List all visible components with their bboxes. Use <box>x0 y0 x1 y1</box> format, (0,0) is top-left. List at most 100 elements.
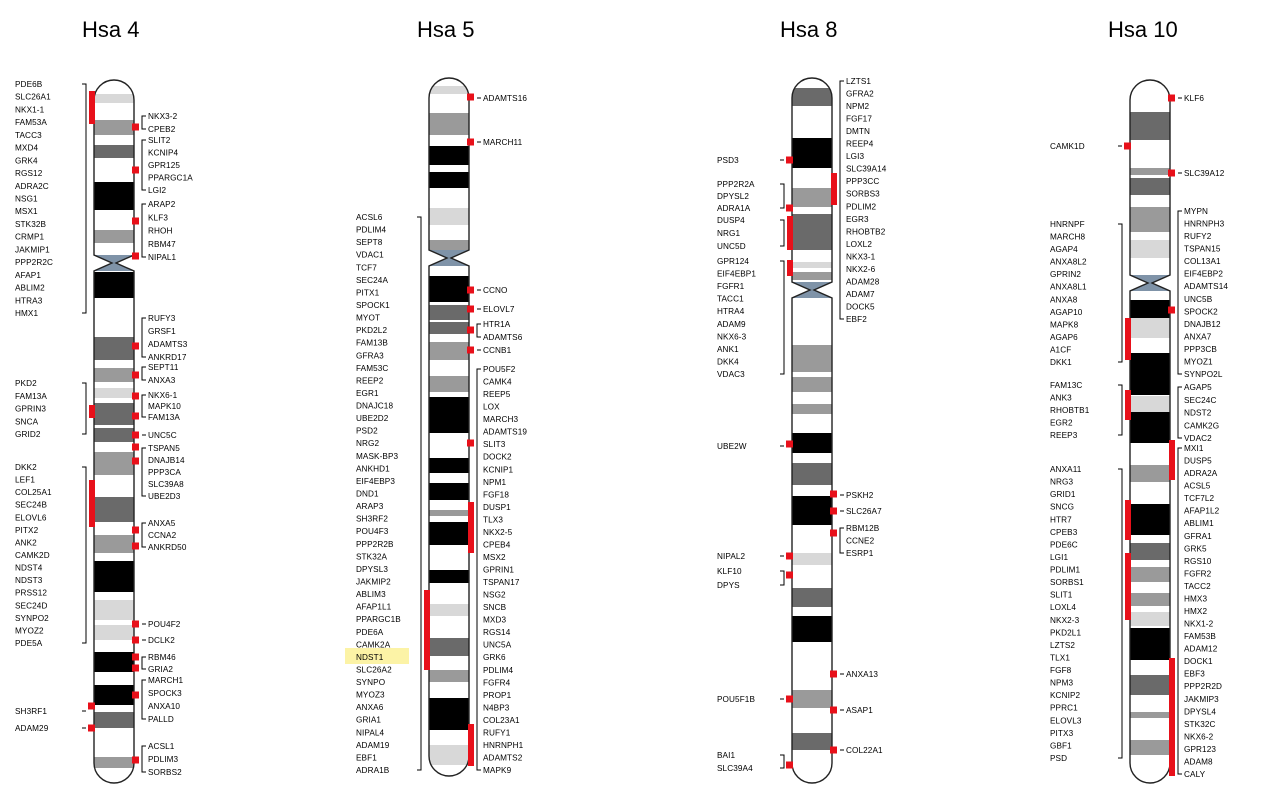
gene-label: ADAMTS6 <box>483 333 523 342</box>
band <box>1130 178 1170 195</box>
gene-label: RGS10 <box>1184 557 1212 566</box>
gene-label: CAMK4 <box>483 378 512 387</box>
band <box>1130 396 1170 412</box>
band <box>429 698 469 730</box>
band <box>1130 612 1170 626</box>
gene-label: UBE2W <box>717 442 747 451</box>
gene-label: ANK1 <box>717 345 739 354</box>
synteny-marker <box>467 305 474 313</box>
gene-label: EBF1 <box>356 753 377 762</box>
band <box>94 368 134 382</box>
band <box>1130 628 1170 660</box>
gene-bracket <box>141 366 146 381</box>
synteny-marker <box>786 204 793 212</box>
synteny-marker <box>786 571 793 579</box>
chromosome-outline <box>791 77 833 784</box>
chromosome-hsa5: ACSL6 PDLIM4 SEPT8 VDAC1 TCF7 SEC24A PITX1 SPOC… <box>356 77 527 777</box>
gene-label: AGAP5 <box>1184 383 1212 392</box>
gene-bracket <box>1177 210 1182 375</box>
gene-label: SYNPO <box>356 678 385 687</box>
gene-bracket <box>1118 223 1123 363</box>
gene-bracket <box>780 260 785 375</box>
gene-label: MAPK8 <box>1050 320 1079 329</box>
gene-label: SLC39A12 <box>1184 169 1225 178</box>
gene-label: GPR125 <box>148 161 180 170</box>
gene-label: CCNO <box>483 286 508 295</box>
gene-label: JAKMIP1 <box>15 245 50 254</box>
gene-label: UNC5A <box>483 641 512 650</box>
gene-label: ADRA1B <box>356 766 390 775</box>
band <box>429 305 469 320</box>
gene-label: ADAM19 <box>356 741 390 750</box>
synteny-marker <box>88 702 95 710</box>
gene-label: GPRIN2 <box>1050 270 1081 279</box>
gene-label: AGAP4 <box>1050 245 1078 254</box>
gene-label: ADRA1A <box>717 204 751 213</box>
gene-label: SLIT1 <box>1050 591 1073 600</box>
gene-label: PPP3CA <box>148 468 181 477</box>
gene-label: PDE6B <box>15 80 43 89</box>
gene-label: UNC5C <box>148 431 177 440</box>
gene-label: MARCH8 <box>1050 233 1086 242</box>
gene-label: NIPAL4 <box>356 728 385 737</box>
gene-label: ESRP1 <box>846 549 874 558</box>
gene-label: LGI1 <box>1050 553 1068 562</box>
gene-bracket <box>1177 447 1182 775</box>
gene-label: ANK3 <box>1050 394 1072 403</box>
gene-label: GFRA2 <box>846 90 874 99</box>
gene-label: NPM3 <box>1050 679 1073 688</box>
gene-label: NKX2-6 <box>846 265 876 274</box>
synteny-marker <box>132 664 139 672</box>
gene-label: EIF4EBP2 <box>1184 270 1223 279</box>
gene-label: REEP5 <box>483 390 511 399</box>
gene-label: ANKHD1 <box>356 464 390 473</box>
gene-label: NKX3-2 <box>148 112 178 121</box>
gene-label: EBF2 <box>846 315 867 324</box>
synteny-marker <box>1168 94 1175 102</box>
gene-label: TSPAN17 <box>483 578 520 587</box>
gene-label: PPARGC1B <box>356 615 401 624</box>
gene-label: NDST2 <box>1184 409 1212 418</box>
gene-label: PDLIM4 <box>356 226 387 235</box>
gene-label: PDLIM3 <box>148 755 179 764</box>
gene-label: GRK4 <box>15 156 38 165</box>
synteny-marker <box>132 412 139 420</box>
gene-label: STK32C <box>1184 720 1216 729</box>
band <box>94 561 134 592</box>
gene-label: FGFR1 <box>717 282 745 291</box>
synteny-marker <box>132 457 139 465</box>
gene-bracket <box>780 219 785 247</box>
band <box>792 214 832 250</box>
band <box>1130 412 1170 443</box>
gene-label: FAM53A <box>15 118 47 127</box>
gene-label: RBM12B <box>846 524 880 533</box>
gene-label: RGS12 <box>15 169 43 178</box>
gene-label: DUSP1 <box>483 503 511 512</box>
gene-label: TLX1 <box>1050 653 1070 662</box>
gene-label: ACSL1 <box>148 742 175 751</box>
gene-label: SEPT11 <box>148 363 179 372</box>
band <box>94 337 134 360</box>
band <box>94 685 134 705</box>
band <box>429 670 469 682</box>
band <box>792 690 832 708</box>
gene-label: ANXA8L2 <box>1050 258 1087 267</box>
synteny-marker <box>132 653 139 661</box>
gene-label: MSX2 <box>483 553 506 562</box>
synteny-marker <box>132 691 139 699</box>
gene-label: HTR1A <box>483 320 511 329</box>
synteny-marker <box>88 724 95 732</box>
gene-label: DOCK1 <box>1184 657 1213 666</box>
gene-label: ANXA13 <box>846 670 878 679</box>
gene-label: NPM2 <box>846 102 869 111</box>
gene-bracket <box>1118 468 1123 759</box>
gene-label: NKX6-3 <box>717 332 747 341</box>
gene-label: KCNIP2 <box>1050 691 1081 700</box>
gene-label: PSD2 <box>356 427 378 436</box>
synteny-marker <box>830 490 837 498</box>
synteny-marker <box>467 93 474 101</box>
synteny-marker <box>424 590 430 670</box>
synteny-marker <box>1168 169 1175 177</box>
band <box>1130 504 1170 535</box>
gene-label: POU5F2 <box>483 365 516 374</box>
